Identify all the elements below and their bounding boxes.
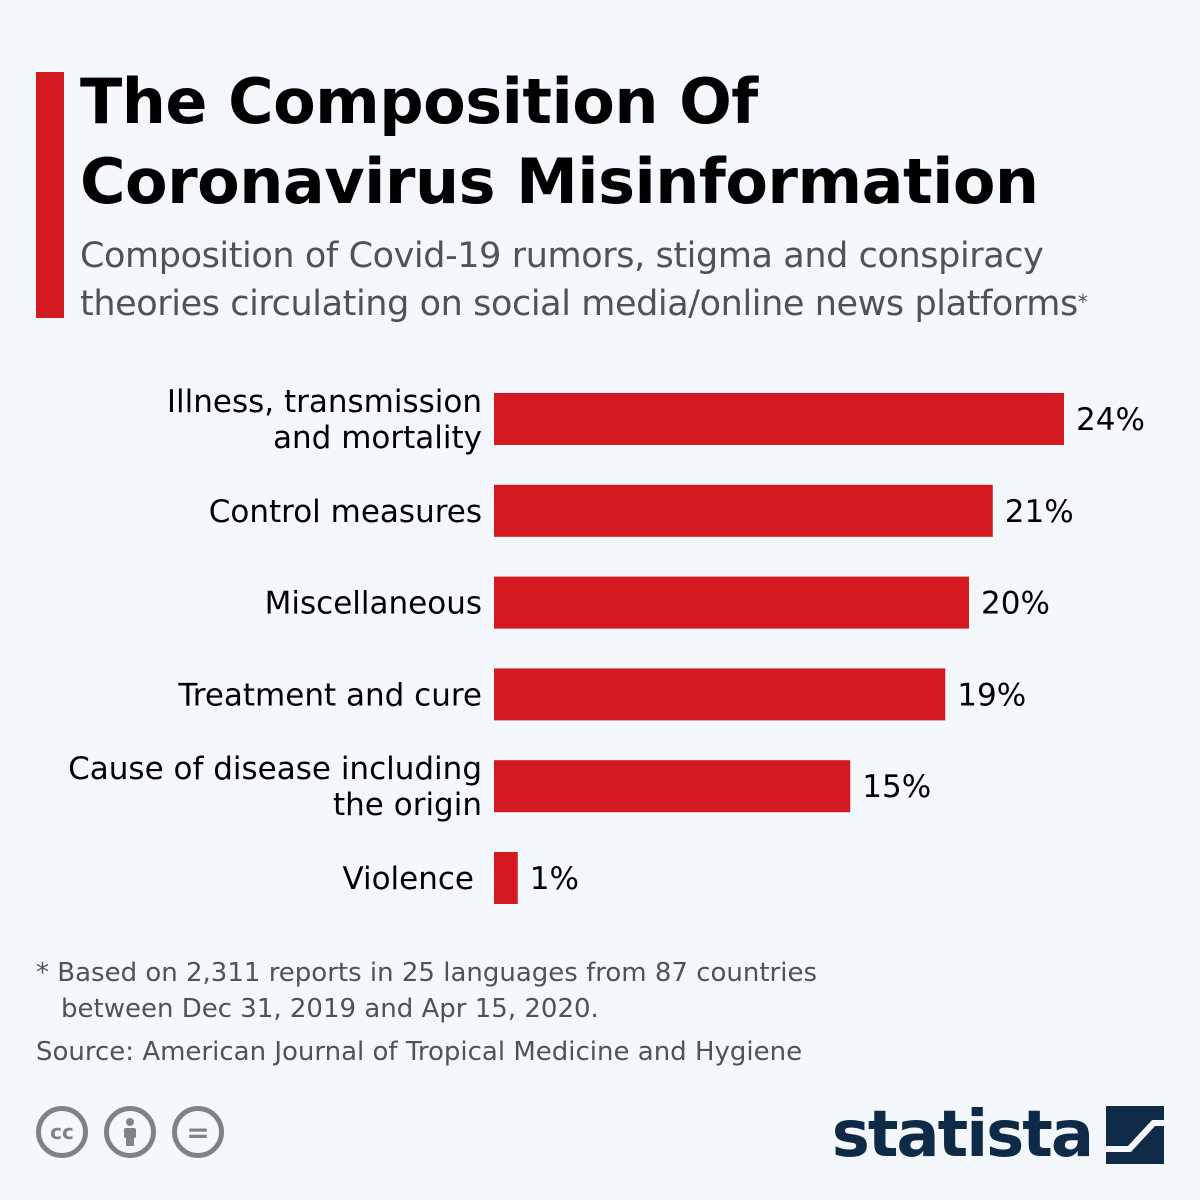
footnote: * Based on 2,311 reports in 25 languages… bbox=[36, 955, 1036, 1027]
bar-3 bbox=[494, 668, 946, 721]
subtitle-line-1: Composition of Covid-19 rumors, stigma a… bbox=[80, 236, 1044, 276]
title-line-1: The Composition Of bbox=[80, 65, 758, 138]
bar-4 bbox=[494, 760, 851, 813]
nd-icon-label: = bbox=[186, 1115, 210, 1149]
value-label-4: 15% bbox=[862, 769, 931, 805]
category-label-4-1: the origin bbox=[333, 787, 482, 823]
subtitle-line-2: theories circulating on social media/onl… bbox=[80, 284, 1078, 324]
bar-5 bbox=[494, 852, 518, 904]
category-label-5-0: Violence bbox=[342, 861, 474, 897]
bar-2 bbox=[494, 576, 969, 629]
subtitle-footnote-mark: * bbox=[1077, 290, 1088, 314]
value-label-5: 1% bbox=[530, 861, 579, 897]
value-label-1: 21% bbox=[1005, 494, 1074, 530]
chart-title: The Composition Of Coronavirus Misinform… bbox=[80, 62, 1180, 222]
accent-bar bbox=[36, 72, 64, 318]
footnote-line-1: * Based on 2,311 reports in 25 languages… bbox=[36, 958, 818, 988]
statista-logo[interactable]: statista bbox=[832, 1100, 1164, 1170]
no-derivatives-icon[interactable]: = bbox=[172, 1106, 224, 1158]
license-icons: cc = bbox=[36, 1106, 224, 1158]
statista-logo-icon bbox=[1106, 1106, 1164, 1164]
cc-icon-label: cc bbox=[50, 1120, 74, 1144]
statista-logo-text: statista bbox=[831, 1098, 1094, 1172]
category-label-0-1: and mortality bbox=[273, 420, 482, 456]
source-text: Source: American Journal of Tropical Med… bbox=[36, 1037, 803, 1067]
cc-icon[interactable]: cc bbox=[36, 1106, 88, 1158]
category-label-4-0: Cause of disease including bbox=[68, 751, 482, 787]
category-label-0-0: Illness, transmission bbox=[167, 384, 482, 420]
subtitle-line-2-wrap: theories circulating on social media/onl… bbox=[80, 280, 1180, 328]
bar-0 bbox=[494, 393, 1064, 445]
person-icon bbox=[124, 1118, 136, 1146]
bar-1 bbox=[494, 484, 993, 537]
title-line-2: Coronavirus Misinformation bbox=[80, 145, 1039, 218]
category-label-1-0: Control measures bbox=[209, 494, 482, 530]
value-label-2: 20% bbox=[981, 586, 1050, 622]
value-label-0: 24% bbox=[1076, 402, 1145, 438]
chart-subtitle: Composition of Covid-19 rumors, stigma a… bbox=[80, 232, 1180, 328]
category-label-2-0: Miscellaneous bbox=[265, 586, 482, 622]
attribution-icon[interactable] bbox=[104, 1106, 156, 1158]
footnote-line-2: between Dec 31, 2019 and Apr 15, 2020. bbox=[61, 994, 599, 1024]
value-label-3: 19% bbox=[957, 677, 1026, 713]
category-label-3-0: Treatment and cure bbox=[177, 677, 482, 713]
